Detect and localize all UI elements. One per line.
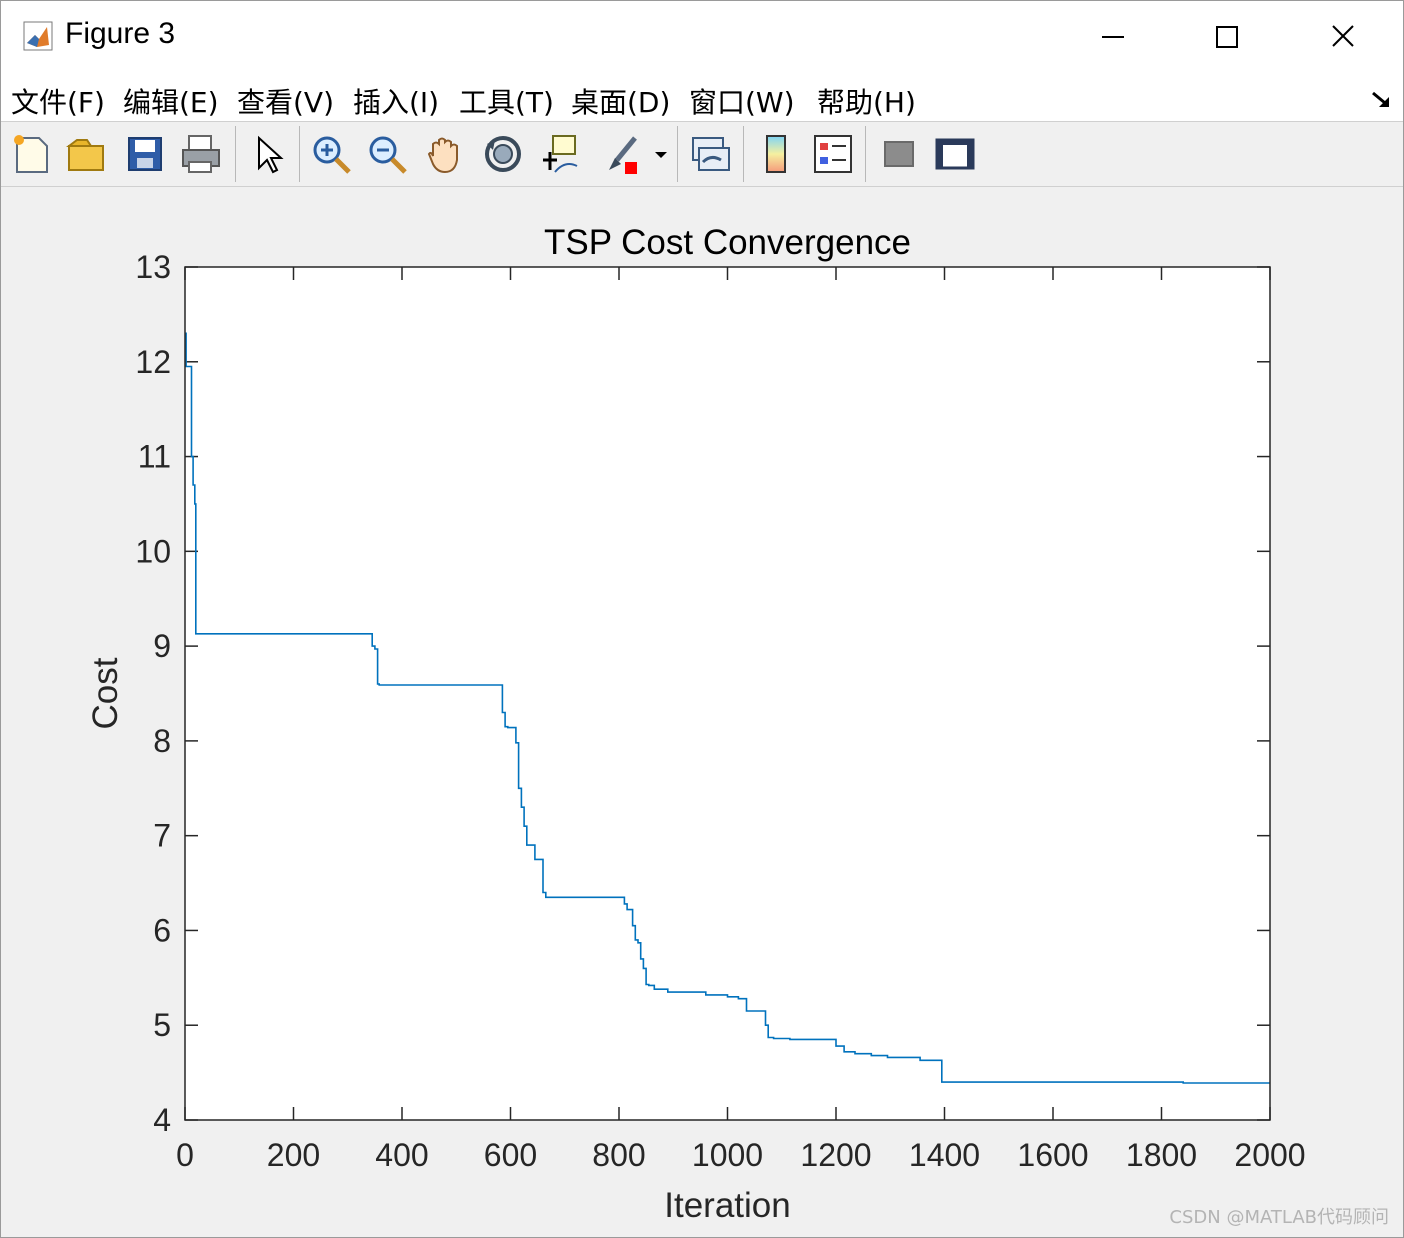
menu-help[interactable]: 帮助(H) [817,86,916,119]
brush-dropdown-icon[interactable] [651,130,671,178]
x-tick-label: 1000 [692,1137,763,1173]
y-axis-label: Cost [86,657,125,729]
rotate-3d-icon[interactable] [479,130,527,178]
menu-view[interactable]: 查看(V) [237,86,335,119]
close-icon[interactable] [1321,17,1365,57]
menu-edit[interactable]: 编辑(E) [123,86,219,119]
y-tick-label: 9 [153,628,171,664]
y-tick-label: 4 [153,1102,171,1138]
series-line [185,332,1270,1084]
y-tick-label: 13 [135,249,171,285]
figure-toolbar [1,122,1403,187]
y-tick-label: 5 [153,1007,171,1043]
x-tick-label: 800 [592,1137,645,1173]
open-file-icon[interactable] [63,130,111,178]
new-figure-icon[interactable] [7,130,55,178]
menu-desktop[interactable]: 桌面(D) [571,86,671,119]
y-tick-label: 11 [138,439,171,475]
plot-canvas[interactable]: 0 200 400 600 800 1000 1200 1400 1600 1800 2000 4 5 6… [1,187,1403,1237]
x-tick-label: 2000 [1234,1137,1305,1173]
menu-tools[interactable]: 工具(T) [459,86,554,119]
y-tick-label: 10 [135,533,171,569]
figure-canvas: 0 200 400 600 800 1000 1200 1400 1600 1800 2000 4 5 6… [1,187,1403,1237]
insert-colorbar-icon[interactable] [753,130,801,178]
x-tick-label: 600 [484,1137,537,1173]
zoom-out-icon[interactable] [363,130,411,178]
x-tick-label: 1600 [1017,1137,1088,1173]
link-plot-icon[interactable] [687,130,735,178]
toolbar-separator [743,126,744,182]
menu-insert[interactable]: 插入(I) [353,86,440,119]
insert-legend-icon[interactable] [809,130,857,178]
x-tick-label: 0 [176,1137,194,1173]
x-tick-label: 1400 [909,1137,980,1173]
toolbar-separator [299,126,300,182]
edit-plot-icon[interactable] [245,130,293,178]
toolbar-separator [235,126,236,182]
save-icon[interactable] [121,130,169,178]
y-tick-label: 12 [135,344,171,380]
zoom-in-icon[interactable] [307,130,355,178]
window-title: Figure 3 [65,17,176,50]
x-tick-label: 1800 [1126,1137,1197,1173]
minimize-icon[interactable] [1091,17,1135,57]
hide-plot-tools-icon[interactable] [875,130,923,178]
toolbar-separator [865,126,866,182]
menu-bar: 文件(F) 编辑(E) 查看(V) 插入(I) 工具(T) 桌面(D) 窗口(W… [1,73,1403,122]
print-icon[interactable] [177,130,225,178]
dock-arrow-icon[interactable] [1369,87,1391,109]
data-cursor-icon[interactable] [535,130,583,178]
y-tick-label: 7 [153,818,171,854]
x-tick-label: 200 [267,1137,320,1173]
x-tick-label: 1200 [800,1137,871,1173]
axes-background [185,267,1270,1120]
axes-box [184,266,1271,1121]
matlab-app-icon [23,21,53,51]
y-tick-label: 6 [153,912,171,948]
pan-icon[interactable] [421,130,469,178]
toolbar-separator [677,126,678,182]
menu-window[interactable]: 窗口(W) [689,86,795,119]
y-tick-label: 8 [153,723,171,759]
chart-title: TSP Cost Convergence [544,223,911,262]
title-bar[interactable]: Figure 3 [1,1,1403,73]
show-plot-tools-icon[interactable] [931,130,979,178]
x-tick-label: 400 [375,1137,428,1173]
menu-file[interactable]: 文件(F) [11,86,105,119]
brush-icon[interactable] [599,130,647,178]
maximize-icon[interactable] [1205,17,1249,57]
watermark: CSDN @MATLAB代码顾问 [1169,1207,1389,1228]
x-axis-label: Iteration [664,1186,790,1225]
